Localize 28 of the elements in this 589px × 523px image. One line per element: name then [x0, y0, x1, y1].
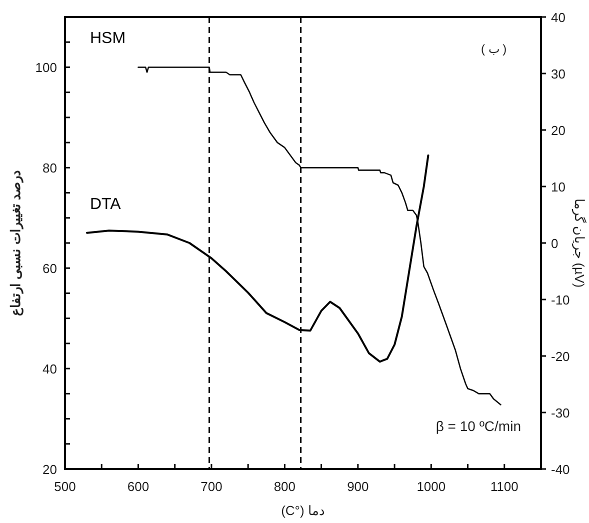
- y2-tick-label: 40: [551, 10, 566, 25]
- y-tick-label: 40: [42, 362, 57, 377]
- y2-tick-label: -40: [551, 462, 570, 477]
- y2-tick-label: 20: [551, 123, 566, 138]
- x-tick-label: 800: [274, 479, 296, 494]
- y2-tick-label: 0: [551, 236, 558, 251]
- x-tick-label: 600: [127, 479, 150, 494]
- series-label: HSM: [90, 30, 126, 48]
- y-axis-title: درصد تغییرات نسبی ارتفاع: [8, 170, 24, 316]
- x-tick-label: 700: [200, 479, 222, 494]
- y2-tick-label: -20: [551, 349, 570, 364]
- y-tick-label: 100: [35, 60, 57, 76]
- y2-tick-label: 10: [551, 180, 566, 194]
- y2-tick-label: 30: [551, 66, 566, 82]
- x-axis-title: دما (°C): [281, 503, 325, 518]
- annotation: β = 10 ºC/min: [436, 418, 521, 434]
- y2-tick-label: -30: [551, 406, 570, 420]
- series-label: DTA: [90, 196, 122, 213]
- x-tick-label: 500: [54, 479, 76, 494]
- x-tick-label: 1000: [416, 479, 446, 494]
- y2-axis-title: جریان گرما (µV): [571, 198, 587, 288]
- x-tick-label: 900: [347, 479, 369, 494]
- annotation: ( ب ): [481, 42, 507, 56]
- x-tick-label: 1100: [490, 479, 518, 494]
- y-tick-label: 20: [42, 462, 57, 477]
- y-tick-label: 60: [42, 261, 57, 276]
- y2-tick-label: -10: [551, 292, 570, 308]
- y-tick-label: 80: [42, 160, 57, 176]
